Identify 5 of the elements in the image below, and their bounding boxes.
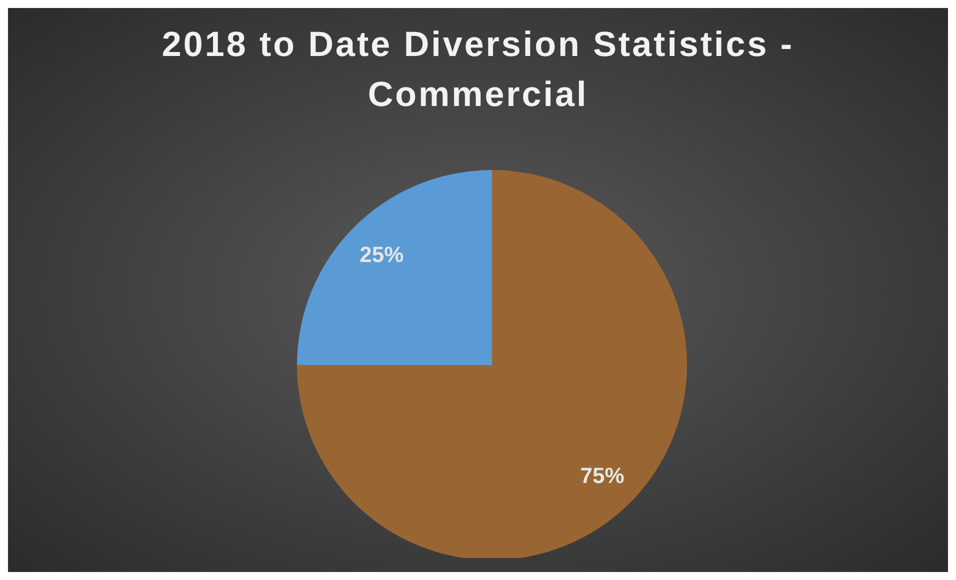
pie-slice	[297, 170, 492, 365]
data-label: 25%	[360, 242, 404, 268]
data-label: 75%	[580, 462, 624, 488]
pie-slice	[297, 170, 687, 558]
chart-title: 2018 to Date Diversion Statistics - Commercial	[160, 24, 796, 116]
